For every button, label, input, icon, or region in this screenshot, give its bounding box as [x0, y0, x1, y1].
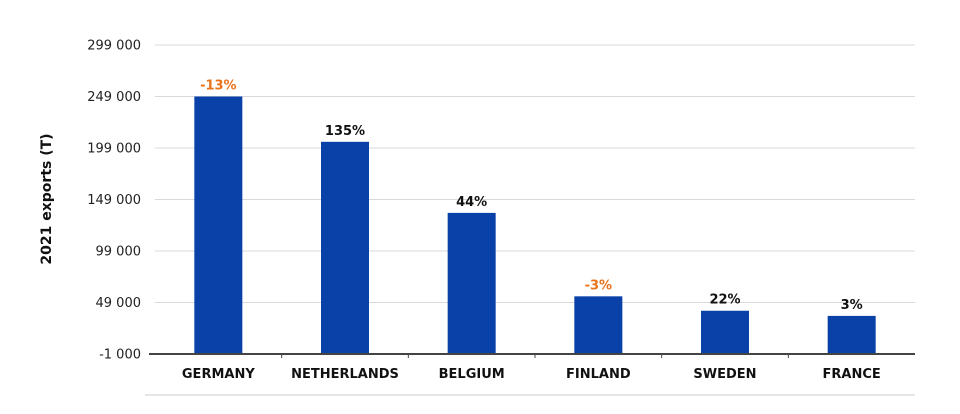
y-tick-label: 149 000: [87, 193, 141, 208]
bar-belgium: [447, 212, 496, 354]
category-label-sweden: SWEDEN: [693, 367, 756, 382]
category-label-germany: GERMANY: [182, 367, 255, 382]
bar-netherlands: [321, 141, 369, 354]
y-tick-label: 249 000: [87, 90, 141, 105]
bar-france: [827, 315, 876, 354]
data-label-belgium: 44%: [456, 195, 487, 210]
data-labels: -13% 135% 44% -3% 22% 3%: [200, 79, 863, 313]
category-label-france: FRANCE: [823, 367, 881, 382]
bar-sweden: [701, 310, 749, 354]
y-tick-label: 199 000: [87, 142, 141, 157]
data-label-france: 3%: [841, 298, 863, 313]
category-label-netherlands: NETHERLANDS: [291, 367, 399, 382]
x-axis-category-labels: GERMANY NETHERLANDS BELGIUM FINLAND SWEDEN FR…: [182, 354, 881, 382]
y-axis-tick-labels: -1 000 49 000 99 000 149 000 199 000 249 000 2…: [87, 39, 141, 363]
y-tick-label: -1 000: [99, 348, 141, 363]
category-label-belgium: BELGIUM: [439, 367, 505, 382]
bar-germany: [194, 96, 243, 354]
data-label-germany: -13%: [200, 79, 237, 94]
bars: [194, 96, 876, 354]
bar-finland: [574, 296, 623, 354]
y-tick-label: 99 000: [96, 245, 142, 260]
y-tick-label: 49 000: [96, 296, 142, 311]
data-label-finland: -3%: [585, 278, 612, 293]
y-axis-title: 2021 exports (T): [39, 133, 55, 264]
gridlines: [155, 44, 915, 303]
y-tick-label: 299 000: [87, 39, 141, 54]
data-label-netherlands: 135%: [325, 124, 365, 139]
data-label-sweden: 22%: [709, 293, 740, 308]
category-label-finland: FINLAND: [566, 367, 631, 382]
